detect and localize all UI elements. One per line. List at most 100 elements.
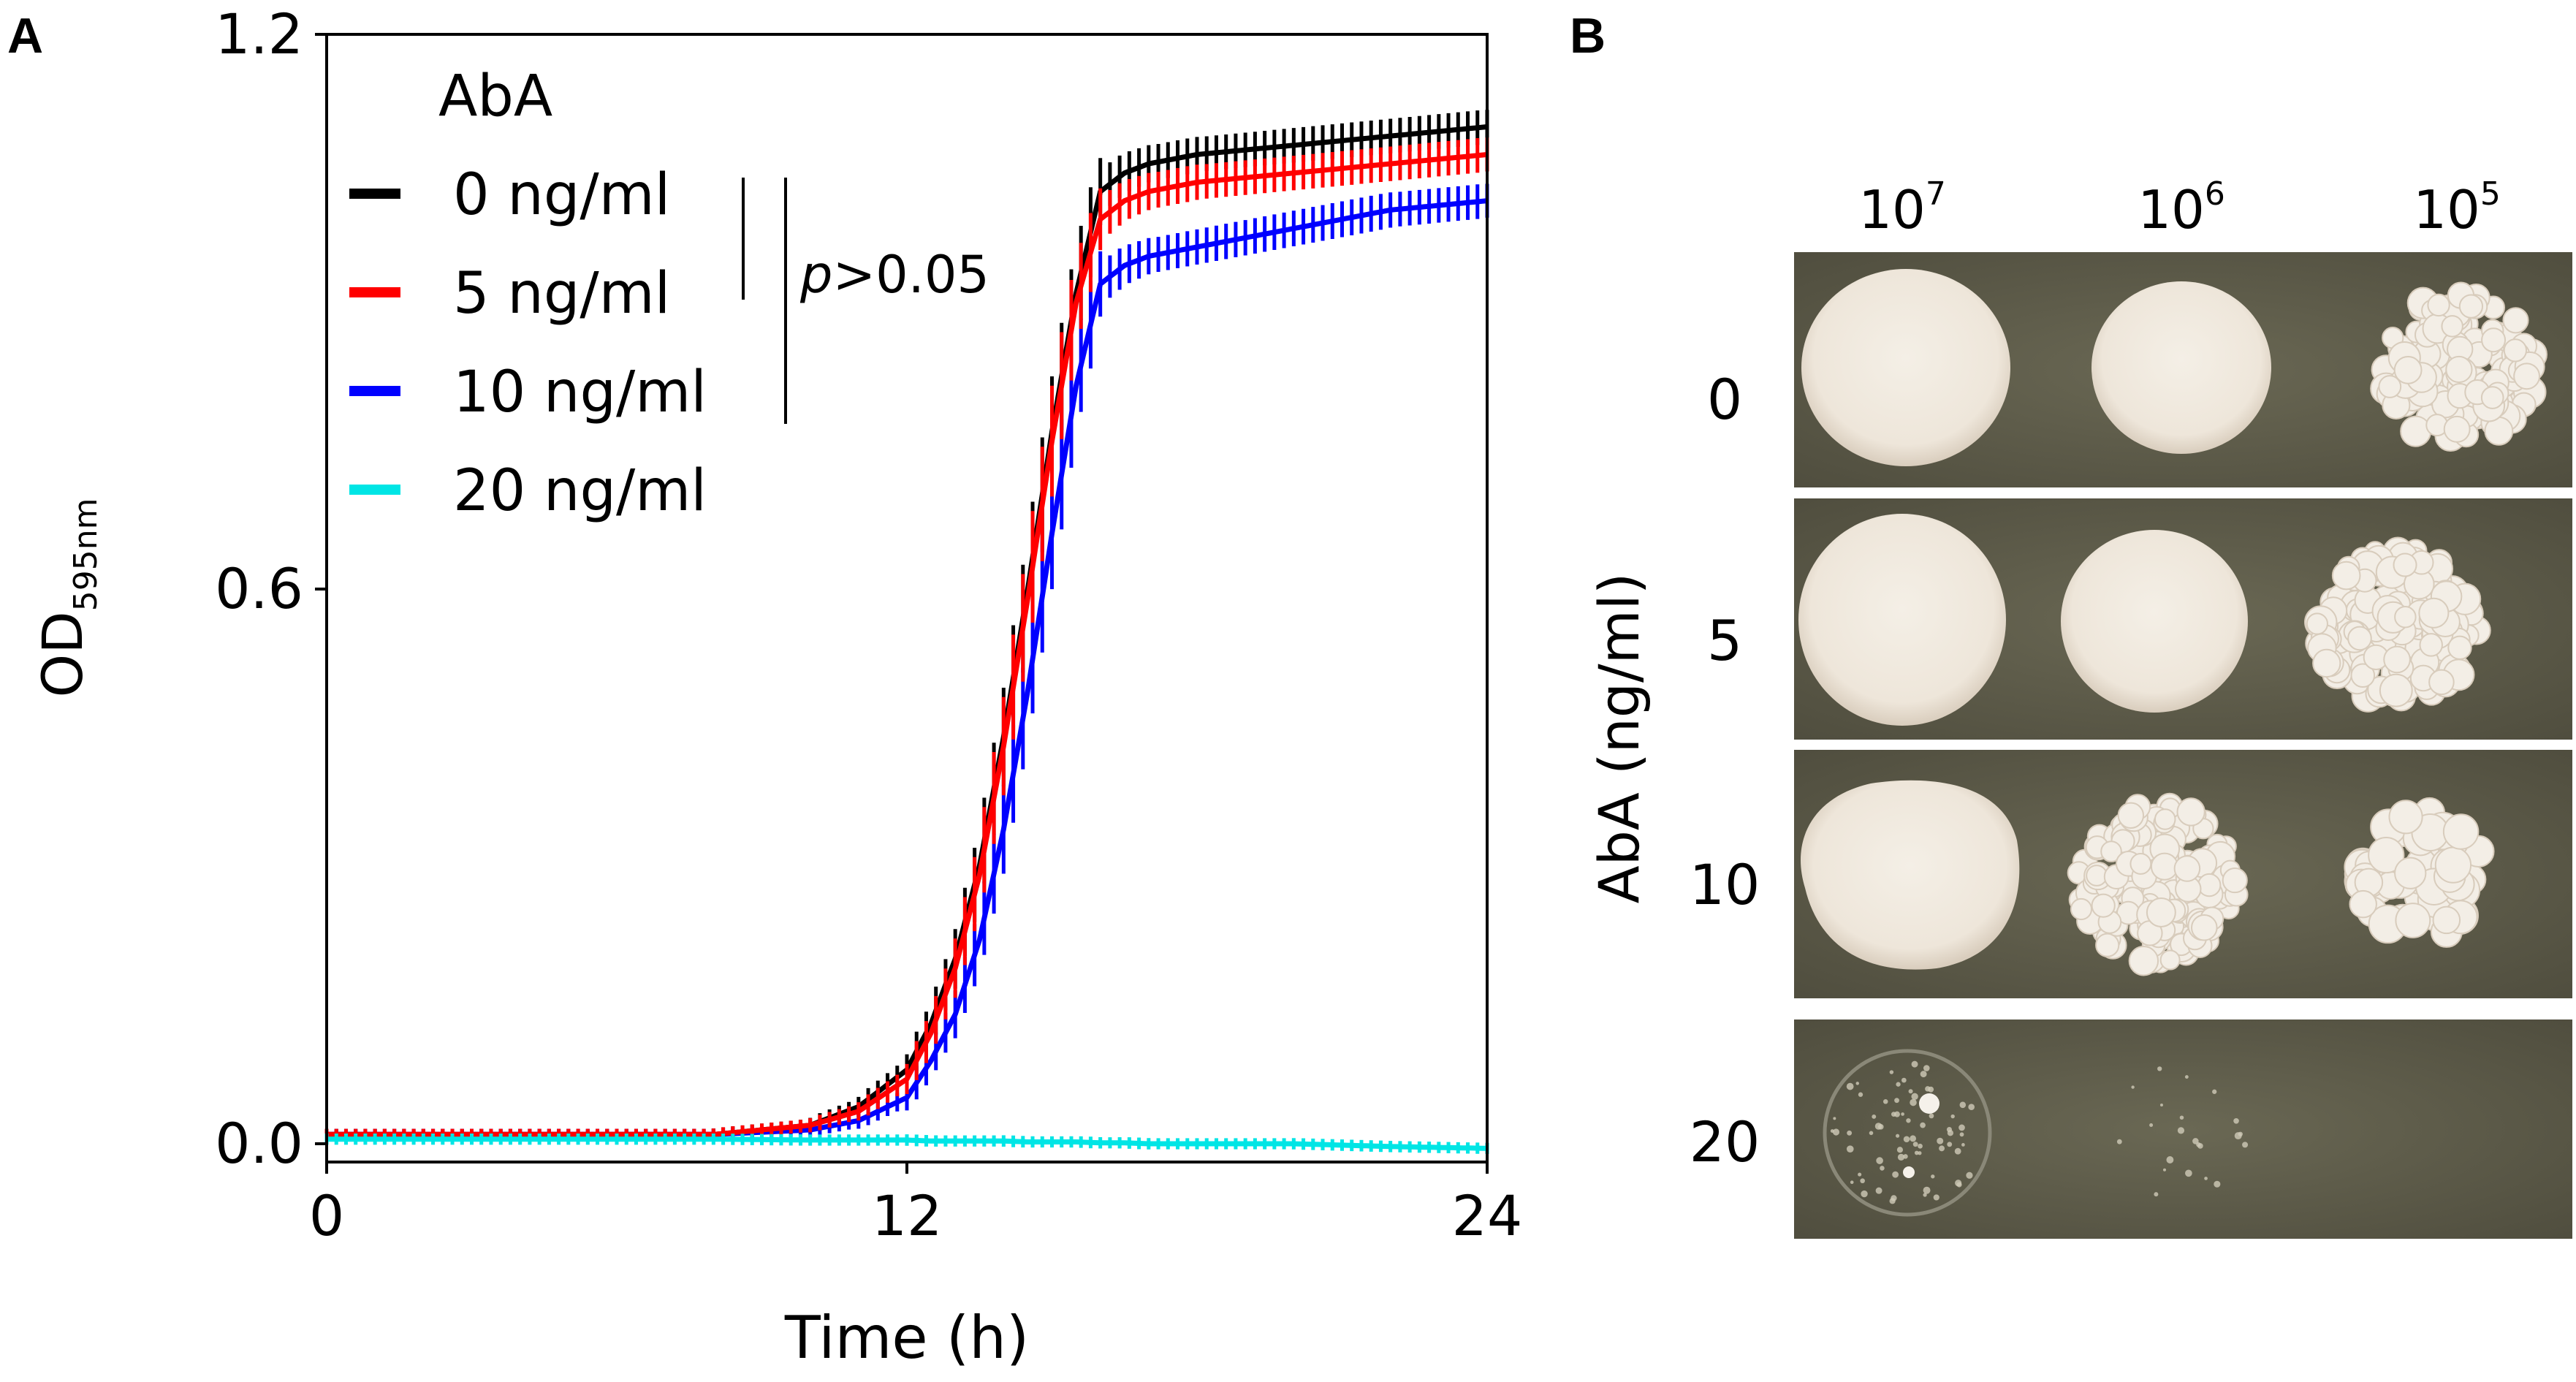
micro-colony: [2238, 1131, 2243, 1136]
dilution-base: 10: [2413, 179, 2480, 240]
micro-colony: [1912, 1142, 1918, 1147]
micro-colony: [2162, 1168, 2167, 1172]
micro-colony: [1918, 1143, 1923, 1149]
colony: [2095, 933, 2120, 957]
micro-colony: [1923, 1186, 1931, 1194]
micro-colony: [1959, 1101, 1967, 1109]
x-tick-label: 0: [309, 1183, 344, 1248]
micro-colony: [1925, 1086, 1931, 1092]
spot-trace-ring: [1823, 1049, 1992, 1217]
colony: [2394, 857, 2427, 889]
dilution-header-1e6: 106: [2138, 175, 2225, 240]
micro-colony: [2157, 1066, 2162, 1071]
colony: [2368, 836, 2405, 874]
micro-colony: [1846, 1082, 1854, 1090]
micro-colony: [1958, 1124, 1965, 1131]
colony: [2091, 893, 2116, 918]
micro-colony: [1946, 1127, 1953, 1133]
micro-colony: [1914, 1150, 1919, 1155]
colony: [2441, 315, 2463, 338]
dilution-base: 10: [1858, 179, 1926, 240]
colony: [2481, 327, 2507, 353]
colony: [2086, 865, 2108, 886]
micro-colony: [2177, 1127, 2185, 1134]
x-axis-label: Time (h): [784, 1304, 1029, 1372]
spot-trace: [1830, 1060, 1975, 1204]
spot-lawn: [2061, 530, 2248, 713]
panel-a-letter: A: [7, 8, 43, 64]
colony: [2458, 294, 2484, 319]
legend-label-3: 20 ng/ml: [453, 458, 707, 524]
micro-colony: [1910, 1098, 1917, 1106]
colony: [2306, 612, 2328, 635]
y-tick-label: 0.0: [215, 1111, 303, 1176]
colony: [2100, 840, 2122, 862]
micro-colony: [1961, 1143, 1965, 1147]
micro-colony: [2116, 1139, 2122, 1144]
colony: [2312, 648, 2341, 678]
micro-colony: [1893, 1111, 1900, 1117]
colony: [2434, 846, 2472, 884]
colony: [2502, 307, 2529, 334]
micro-colony: [1896, 1134, 1900, 1138]
micro-colony: [1889, 1070, 1894, 1074]
spot-lawn: [1801, 269, 2010, 466]
series-line: [327, 1136, 1488, 1151]
y-axis-label-subscript: 595nm: [67, 498, 105, 611]
colony: [2117, 802, 2145, 829]
colony: [2154, 808, 2176, 830]
micro-colony: [1908, 1089, 1913, 1094]
colony: [2427, 293, 2450, 317]
micro-colony: [1846, 1145, 1854, 1153]
spot-colonies: [2370, 281, 2547, 452]
micro-colony: [1911, 1060, 1918, 1068]
dilution-header-1e7: 107: [1858, 175, 1946, 240]
micro-colony: [2233, 1117, 2239, 1124]
colony: [2395, 903, 2431, 938]
series-10-ng-ml: [324, 183, 1489, 1141]
micro-colony: [1833, 1117, 1836, 1120]
colony: [2379, 673, 2413, 707]
micro-colony: [1850, 1180, 1854, 1185]
colony: [2347, 626, 2372, 651]
colony: [2393, 553, 2417, 577]
micro-colony: [1830, 1129, 1834, 1134]
colony: [2445, 355, 2473, 384]
spot-ylabel: AbA (ng/ml): [1587, 573, 1652, 904]
micro-colony: [2166, 1156, 2174, 1163]
micro-colony: [1920, 1071, 1927, 1078]
plate-row-20: [1794, 1020, 2572, 1239]
plate-row-0: [1794, 252, 2572, 487]
panel-a-growth-curve: A 0.0 0.6 1.2 0 12 24 Time (h) OD595nm AbA 0…: [7, 1, 1522, 1372]
colony: [2419, 633, 2443, 657]
micro-colony: [2131, 1085, 2135, 1089]
colony: [2222, 867, 2248, 894]
series-line: [327, 198, 1488, 1137]
spot-ylabel-group: AbA (ng/ml): [1587, 573, 1652, 904]
micro-colony: [1903, 1154, 1908, 1159]
colony: [2349, 889, 2377, 919]
micro-colony: [2204, 1177, 2208, 1180]
micro-colony: [1920, 1122, 1926, 1128]
micro-colony: [1897, 1153, 1905, 1161]
dilution-exponent: 7: [1926, 175, 1946, 213]
spot-lawn: [1801, 780, 2020, 970]
micro-colony: [1896, 1147, 1904, 1153]
row-label-20: 20: [1690, 1109, 1760, 1174]
micro-colony: [1911, 1093, 1918, 1101]
colony: [2159, 949, 2181, 971]
micro-colony: [1954, 1147, 1961, 1155]
panel-b-spot-assay: B 107 106 105 AbA (ng/ml) 0 5 10 20: [1570, 8, 2572, 1239]
colony: [2388, 800, 2423, 835]
micro-colony: [1919, 1093, 1939, 1114]
spot-trace: [2116, 1066, 2249, 1197]
spot-lawn: [1798, 514, 2006, 726]
micro-colony: [2179, 1115, 2184, 1120]
micro-colony: [1901, 1112, 1904, 1116]
micro-colony: [2149, 1123, 2154, 1128]
y-axis-label-group: OD595nm: [30, 498, 105, 697]
micro-colony: [1966, 1172, 1973, 1179]
micro-colony: [1923, 1065, 1930, 1071]
legend-label-0: 0 ng/ml: [453, 162, 670, 228]
y-axis-label-main: OD: [30, 611, 95, 697]
